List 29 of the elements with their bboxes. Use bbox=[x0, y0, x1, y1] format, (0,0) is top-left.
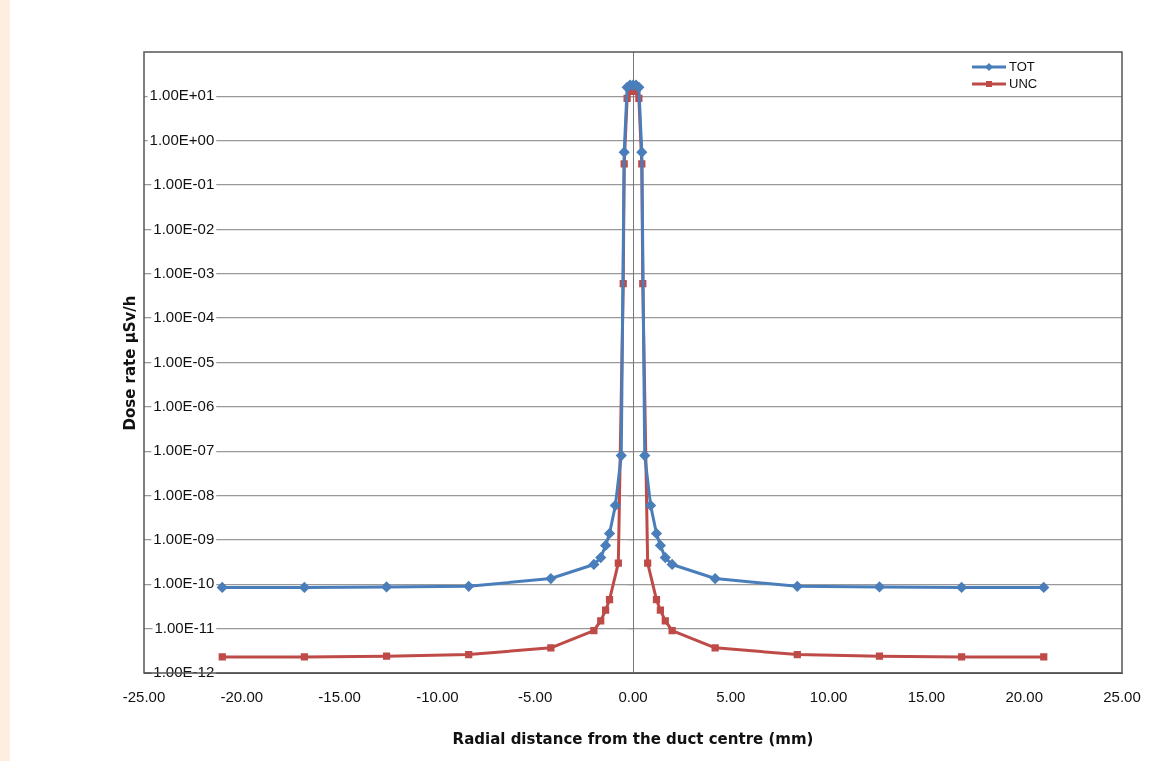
y-tick-label: 1.00E-10 bbox=[153, 574, 215, 592]
y-tick-label: 1.00E-09 bbox=[153, 530, 215, 548]
x-tick-label: 25.00 bbox=[1103, 688, 1141, 706]
y-tick-label: 1.00E-05 bbox=[153, 352, 215, 370]
x-tick-label: 5.00 bbox=[716, 688, 746, 706]
y-tick-label: 1.00E+01 bbox=[149, 86, 215, 104]
y-tick-label: 1.00E-03 bbox=[153, 263, 215, 281]
y-tick-label: 1.00E-04 bbox=[153, 308, 215, 326]
x-tick-label: 15.00 bbox=[907, 688, 946, 706]
x-tick-label: 10.00 bbox=[809, 688, 848, 706]
legend-label: TOT bbox=[1009, 59, 1035, 74]
y-tick-label: 1.00E-12 bbox=[153, 663, 215, 681]
y-tick-label: 1.00E-02 bbox=[153, 219, 215, 237]
y-tick-label: 1.00E-07 bbox=[153, 441, 215, 459]
x-axis-title: Radial distance from the duct centre (mm) bbox=[452, 729, 814, 748]
y-axis-title: Dose rate µSv/h bbox=[121, 295, 139, 430]
x-tick-label: -25.00 bbox=[122, 688, 166, 706]
x-tick-label: -10.00 bbox=[416, 688, 459, 706]
x-tick-label: -20.00 bbox=[220, 688, 264, 706]
x-tick-label: -15.00 bbox=[318, 688, 361, 706]
y-tick-label: 1.00E-11 bbox=[154, 618, 215, 636]
y-tick-label: 1.00E-06 bbox=[153, 397, 215, 414]
x-tick-label: 0.00 bbox=[618, 688, 648, 706]
x-tick-label: 20.00 bbox=[1005, 688, 1043, 706]
y-tick-label: 1.00E-08 bbox=[153, 485, 215, 503]
y-tick-label: 1.00E+00 bbox=[149, 130, 215, 148]
x-tick-label: -5.00 bbox=[518, 688, 553, 706]
y-tick-label: 1.00E-01 bbox=[153, 175, 215, 193]
legend-label: UNC bbox=[1009, 76, 1038, 91]
